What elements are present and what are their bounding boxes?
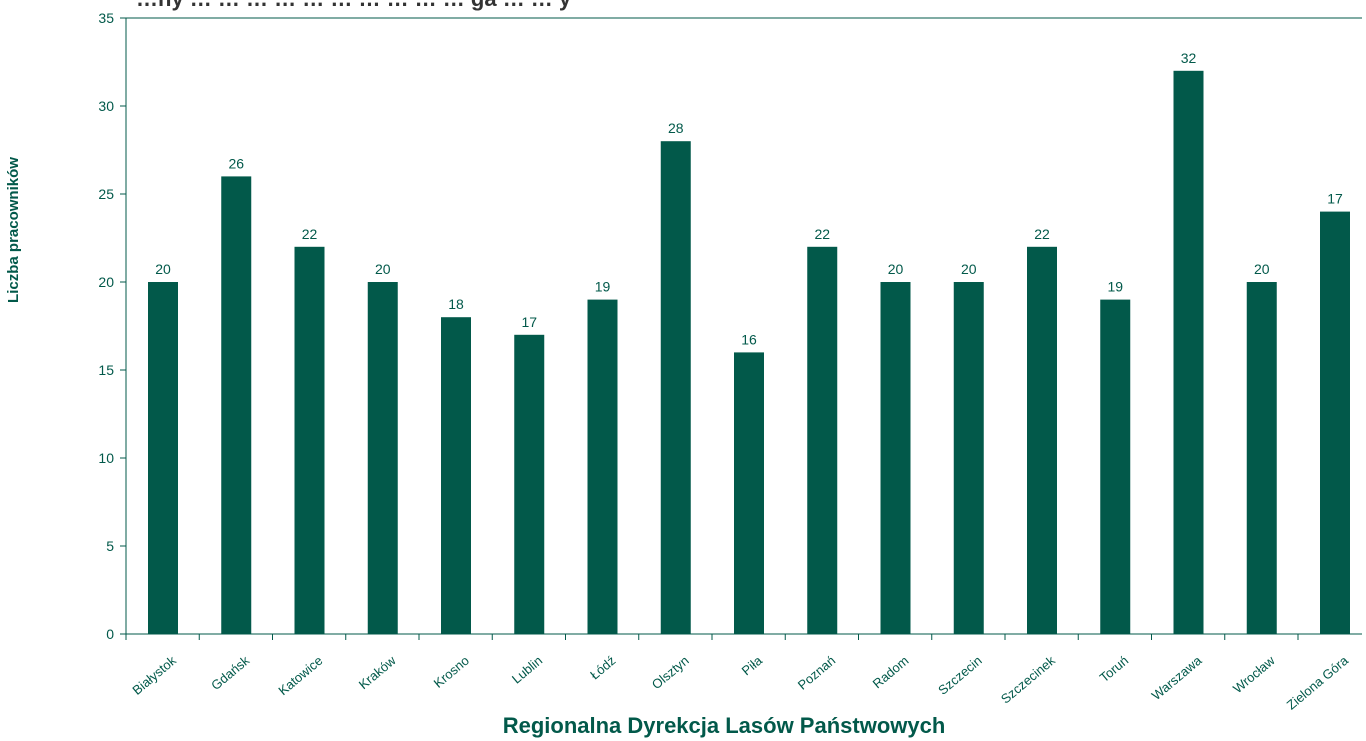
- x-tick-label: Lublin: [509, 653, 545, 687]
- x-tick-label: Szczecinek: [998, 652, 1058, 706]
- data-label: 17: [1327, 191, 1343, 207]
- bar: [807, 246, 838, 635]
- x-tick-label: Katowice: [275, 653, 325, 698]
- data-label: 28: [668, 120, 684, 136]
- x-tick-label: Białystok: [129, 652, 179, 697]
- data-label: 19: [1107, 279, 1123, 295]
- bar: [367, 282, 398, 634]
- y-tick-label: 10: [98, 450, 114, 466]
- x-tick-label: Krosno: [431, 653, 472, 691]
- x-tick-label: Radom: [870, 653, 912, 691]
- x-tick-labels: Białystok Gdańsk Katowice Kraków Krosno Lubli…: [129, 652, 1351, 712]
- data-label: 20: [375, 261, 391, 277]
- x-tick-label: Piła: [739, 652, 766, 678]
- data-label: 32: [1181, 50, 1197, 66]
- bar: [1100, 299, 1131, 634]
- x-tick-label: Olsztyn: [649, 653, 692, 692]
- bars: [148, 70, 1350, 635]
- y-tick-label: 30: [98, 98, 114, 114]
- bar: [1027, 246, 1057, 635]
- bar: [880, 282, 911, 634]
- y-tick-label: 25: [98, 186, 114, 202]
- data-label: 19: [595, 279, 611, 295]
- bar: [1246, 282, 1277, 634]
- data-label: 20: [155, 261, 171, 277]
- data-label: 18: [448, 296, 464, 312]
- bar: [441, 317, 471, 634]
- x-axis-title: Regionalna Dyrekcja Lasów Państwowych: [503, 713, 946, 738]
- y-tick-label: 35: [98, 10, 114, 26]
- y-tick-label: 20: [98, 274, 114, 290]
- bar: [734, 352, 764, 634]
- bar: [294, 246, 325, 635]
- y-tick-label: 5: [106, 538, 114, 554]
- x-tick-label: Toruń: [1097, 653, 1132, 685]
- data-label: 22: [302, 226, 318, 242]
- x-tick-label: Poznań: [795, 653, 838, 693]
- data-label: 17: [521, 314, 537, 330]
- bar: [953, 282, 984, 634]
- x-tick-label: Kraków: [356, 652, 399, 692]
- x-tick-label: Zielona Góra: [1284, 652, 1352, 712]
- data-label: 20: [888, 261, 904, 277]
- x-tick-label: Wrocław: [1230, 652, 1278, 696]
- x-tick-label: Szczecin: [935, 653, 985, 698]
- bar: [148, 282, 178, 634]
- bar: [221, 176, 252, 634]
- y-tick-label: 15: [98, 362, 114, 378]
- bar: [514, 334, 545, 634]
- x-tick-label: Warszawa: [1149, 652, 1205, 703]
- data-label: 20: [961, 261, 977, 277]
- x-axis: [125, 633, 1362, 640]
- y-tick-label: 0: [106, 626, 114, 642]
- bar: [587, 299, 618, 634]
- x-tick-label: Łódź: [587, 653, 618, 683]
- bar: [660, 141, 691, 634]
- data-label: 26: [228, 155, 244, 171]
- data-label: 22: [814, 226, 830, 242]
- data-label: 16: [741, 331, 757, 347]
- data-label: 20: [1254, 261, 1270, 277]
- x-tick-label: Gdańsk: [208, 652, 252, 693]
- y-axis: 0 5 10 15 20 25 30 35: [98, 10, 1362, 642]
- bar: [1320, 211, 1350, 634]
- chart-title: …ny … … … … … … … … … … ga … … y: [136, 0, 571, 12]
- data-label: 22: [1034, 226, 1050, 242]
- value-labels: 20 26 22 20 18 17 19 28 16 22 20 20 22 19 32 20 17: [155, 50, 1343, 348]
- y-axis-title: Liczba pracowników: [5, 157, 22, 303]
- bar: [1173, 70, 1204, 635]
